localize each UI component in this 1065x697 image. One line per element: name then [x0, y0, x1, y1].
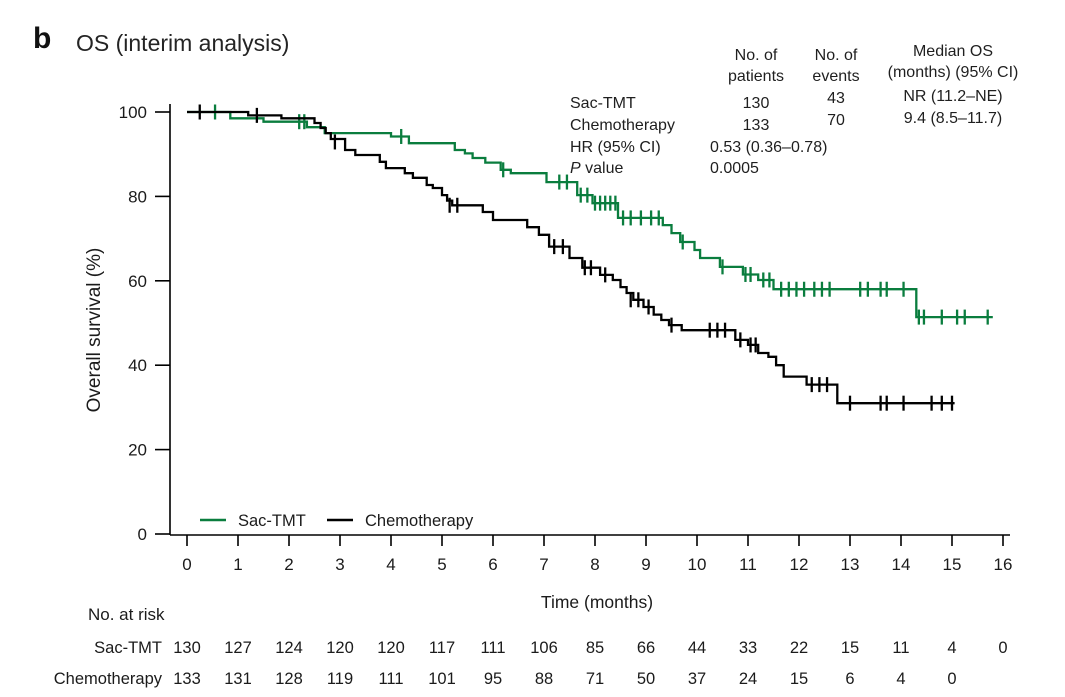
stats-patients-chemotherapy: 133: [742, 117, 770, 134]
risk-value-sac-tmt: 0: [998, 639, 1007, 657]
legend-label-chemotherapy: Chemotherapy: [365, 512, 474, 530]
risk-value-chemotherapy: 101: [428, 670, 456, 688]
risk-value-sac-tmt: 85: [586, 639, 604, 657]
y-axis-tick-label: 40: [128, 356, 147, 375]
risk-value-sac-tmt: 22: [790, 639, 808, 657]
stats-events-chemotherapy: 70: [827, 112, 845, 129]
risk-value-sac-tmt: 44: [688, 639, 706, 657]
km-curve-sac-tmt: [187, 110, 993, 319]
risk-value-chemotherapy: 71: [586, 670, 604, 688]
risk-value-chemotherapy: 0: [947, 670, 956, 688]
risk-value-sac-tmt: 124: [275, 639, 303, 657]
risk-value-chemotherapy: 88: [535, 670, 553, 688]
y-axis-tick-label: 0: [138, 525, 147, 544]
x-axis-tick-label: 6: [488, 555, 497, 574]
risk-value-chemotherapy: 6: [845, 670, 854, 688]
y-axis-tick-label: 20: [128, 441, 147, 460]
axes: [169, 104, 1010, 536]
stats-p-label: P value: [570, 158, 623, 179]
x-axis-tick-label: 10: [688, 555, 707, 574]
km-curve-chemotherapy: [187, 110, 955, 405]
risk-value-chemotherapy: 128: [275, 670, 303, 688]
x-axis-tick-label: 15: [943, 555, 962, 574]
risk-value-chemotherapy: 37: [688, 670, 706, 688]
risk-value-chemotherapy: 111: [378, 670, 403, 688]
risk-value-chemotherapy: 95: [484, 670, 502, 688]
stats-hr-label: HR (95% CI): [570, 139, 661, 156]
x-axis-tick-label: 11: [739, 555, 757, 574]
risk-value-sac-tmt: 120: [377, 639, 405, 657]
risk-value-sac-tmt: 111: [480, 639, 505, 657]
x-axis-tick-label: 8: [590, 555, 599, 574]
stats-row-label-sac-tmt: Sac-TMT: [570, 95, 636, 112]
x-axis-tick-label: 2: [284, 555, 293, 574]
risk-row-label-chemotherapy: Chemotherapy: [54, 670, 163, 688]
x-axis-tick-label: 1: [233, 555, 242, 574]
stats-events-sac-tmt: 43: [827, 90, 845, 107]
risk-value-chemotherapy: 131: [224, 670, 252, 688]
panel-letter: b: [33, 22, 52, 55]
risk-table-title: No. at risk: [88, 605, 165, 624]
risk-row-label-sac-tmt: Sac-TMT: [94, 639, 162, 657]
risk-value-sac-tmt: 66: [637, 639, 655, 657]
x-axis-tick-label: 7: [539, 555, 548, 574]
x-axis-tick-label: 9: [641, 555, 650, 574]
risk-value-chemotherapy: 50: [637, 670, 655, 688]
stats-p-label-italic: P: [570, 160, 581, 177]
stats-patients-sac-tmt: 130: [742, 95, 770, 112]
x-axis-tick-label: 4: [386, 555, 395, 574]
stats-col-header-events: No. of events: [812, 47, 860, 85]
risk-value-sac-tmt: 120: [326, 639, 354, 657]
risk-value-chemotherapy: 15: [790, 670, 808, 688]
risk-value-sac-tmt: 33: [739, 639, 757, 657]
y-axis-tick-label: 100: [119, 103, 147, 122]
risk-value-sac-tmt: 11: [892, 639, 909, 657]
risk-value-sac-tmt: 130: [173, 639, 201, 657]
stats-p-value: 0.0005: [710, 160, 759, 177]
risk-value-sac-tmt: 106: [530, 639, 558, 657]
y-axis-title: Overall survival (%): [84, 248, 105, 413]
x-axis-tick-label: 14: [892, 555, 911, 574]
stats-row-label-chemotherapy: Chemotherapy: [570, 117, 675, 134]
risk-value-chemotherapy: 24: [739, 670, 757, 688]
risk-value-sac-tmt: 15: [841, 639, 859, 657]
risk-value-sac-tmt: 117: [429, 639, 455, 657]
y-axis-tick-label: 60: [128, 272, 147, 291]
x-axis-tick-label: 3: [335, 555, 344, 574]
legend-label-sac-tmt: Sac-TMT: [238, 512, 306, 530]
x-axis-tick-label: 0: [182, 555, 191, 574]
stats-col-header-patients: No. of patients: [727, 47, 785, 85]
x-axis-title: Time (months): [541, 592, 653, 612]
stats-hr-value: 0.53 (0.36–0.78): [710, 139, 828, 156]
stats-col-header-median: Median OS (months) (95% CI): [887, 43, 1019, 81]
stats-p-label-rest: value: [580, 160, 624, 177]
risk-value-chemotherapy: 133: [173, 670, 201, 688]
stats-median-sac-tmt: NR (11.2–NE): [903, 88, 1003, 105]
risk-value-sac-tmt: 4: [947, 639, 956, 657]
risk-value-chemotherapy: 4: [896, 670, 905, 688]
stats-median-chemotherapy: 9.4 (8.5–11.7): [903, 110, 1003, 127]
risk-value-sac-tmt: 127: [224, 639, 252, 657]
y-axis-tick-label: 80: [128, 187, 147, 206]
figure-title: OS (interim analysis): [76, 30, 290, 56]
x-axis-tick-label: 5: [437, 555, 446, 574]
x-axis-tick-label: 13: [841, 555, 860, 574]
x-axis-tick-label: 16: [994, 555, 1013, 574]
risk-value-chemotherapy: 119: [327, 670, 353, 688]
x-axis-tick-label: 12: [790, 555, 809, 574]
